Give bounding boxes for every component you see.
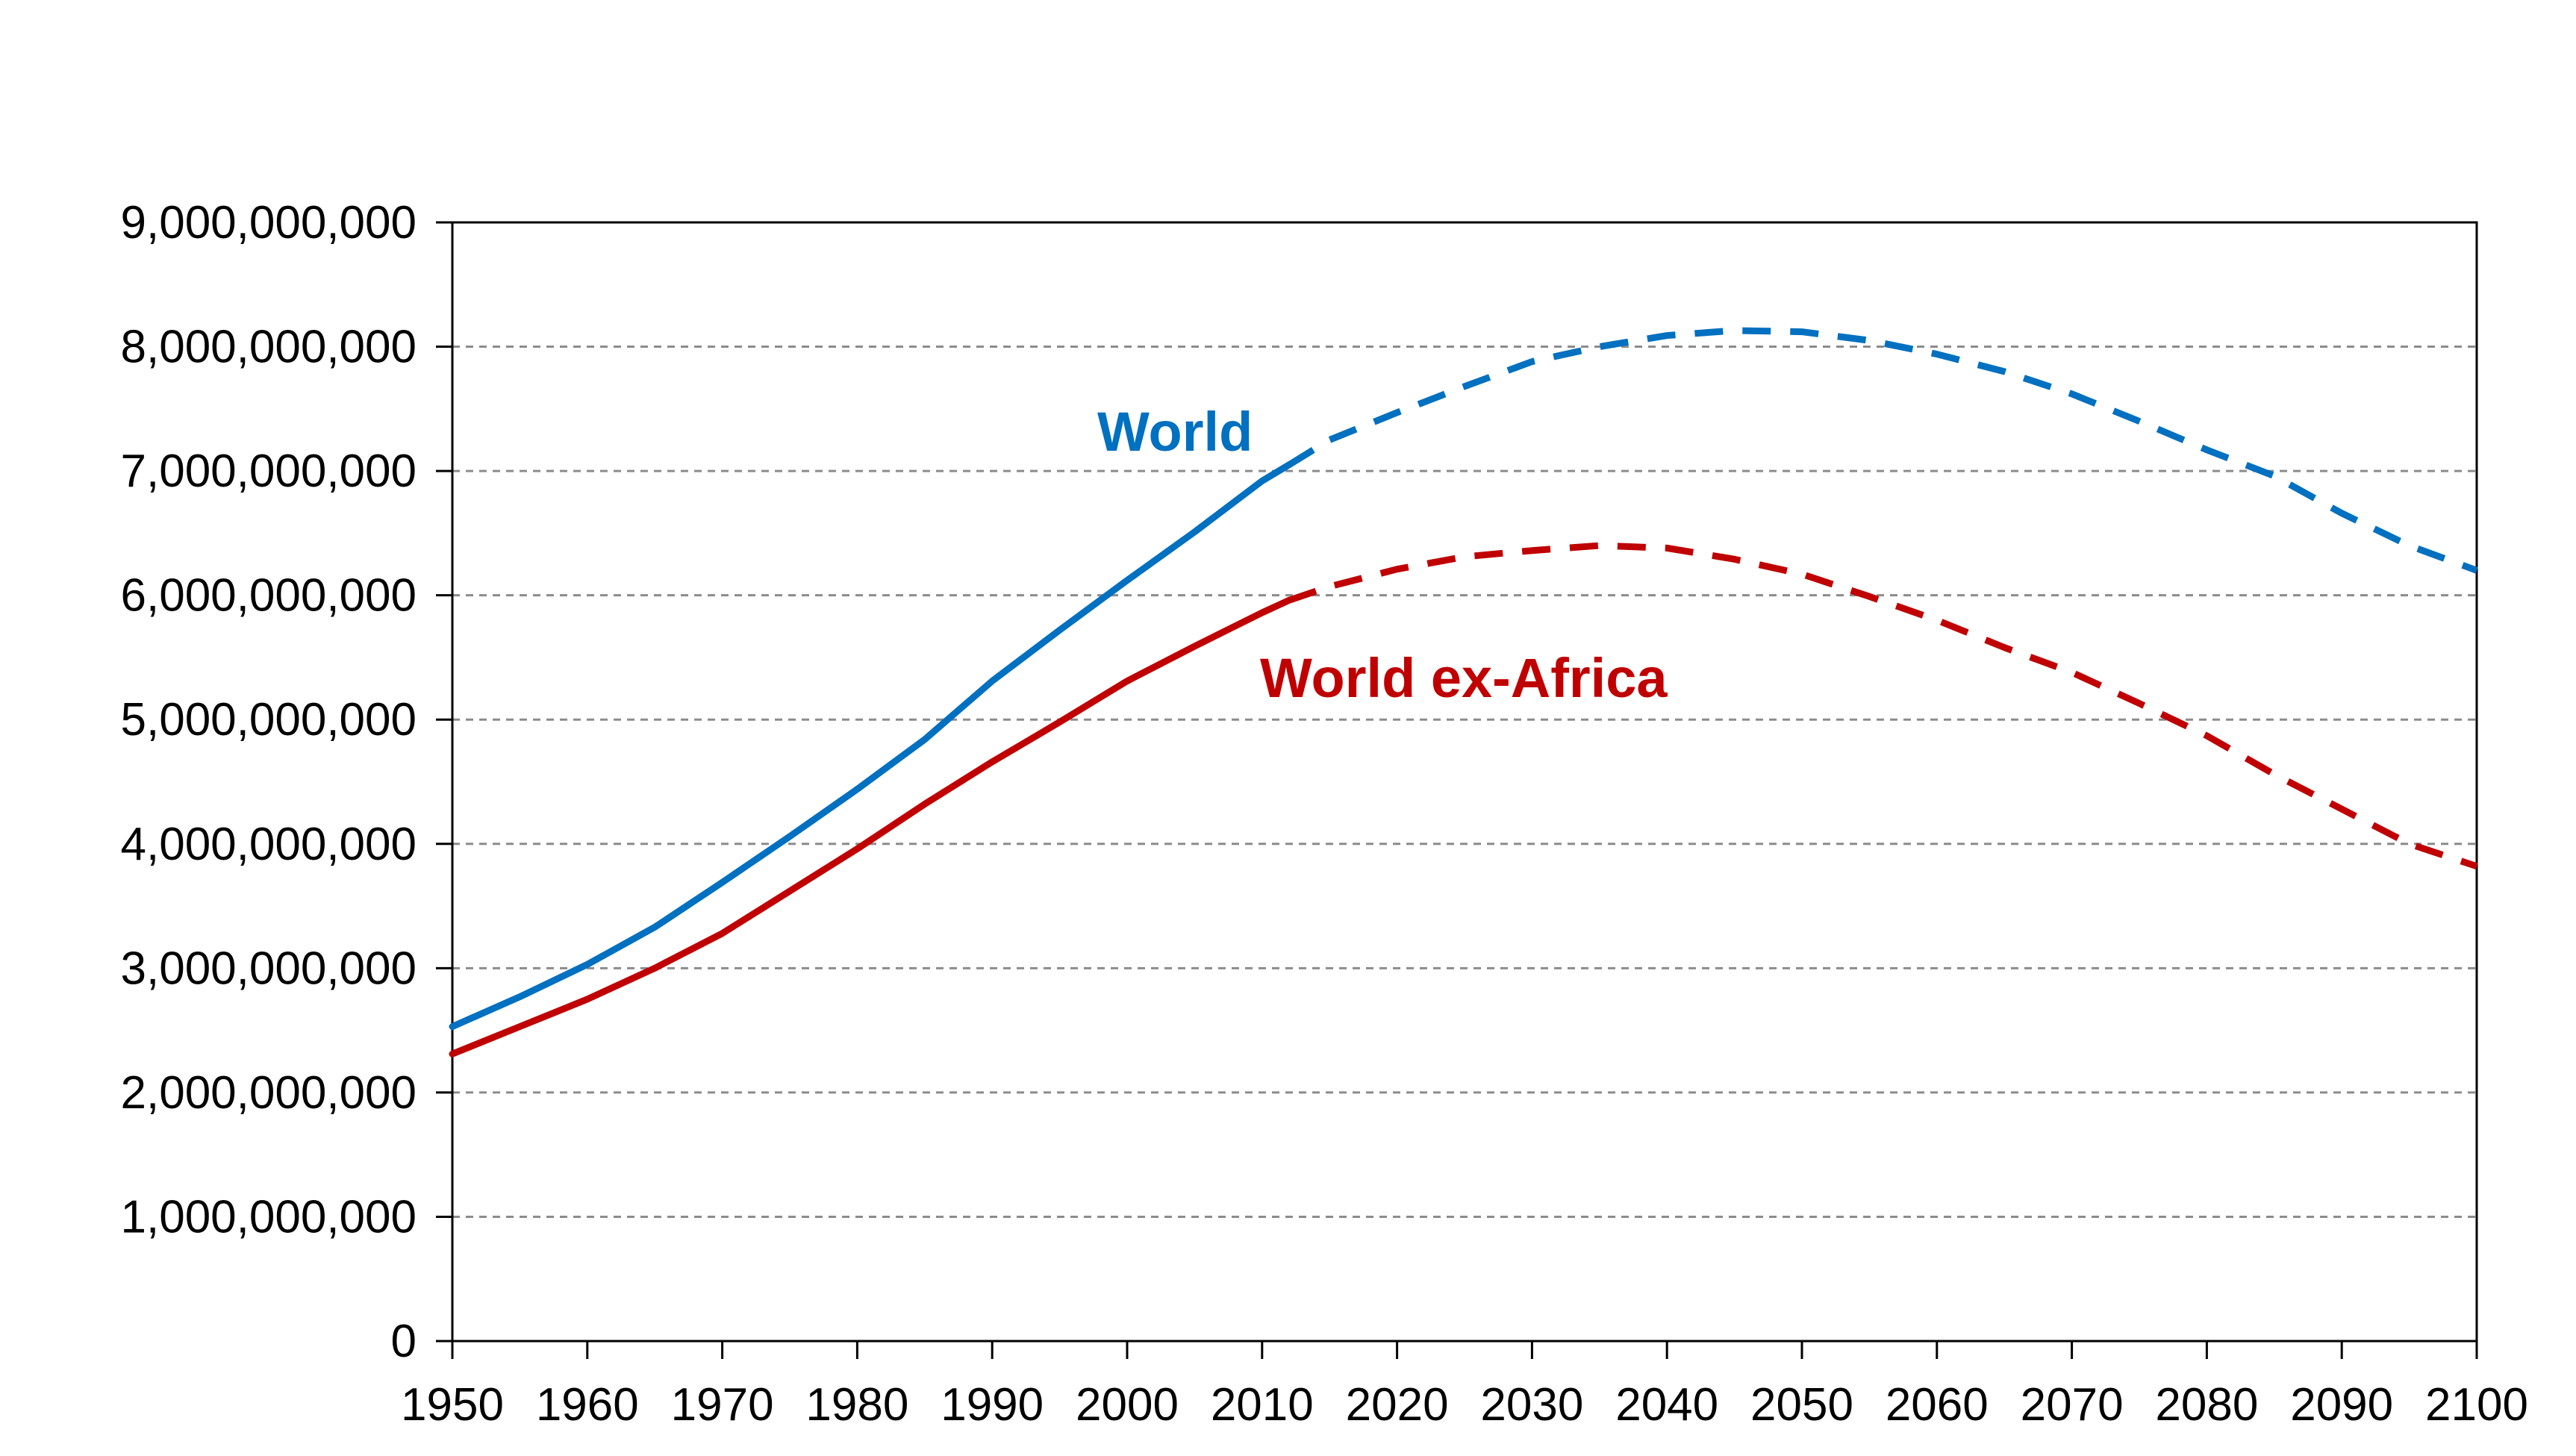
y-tick-label: 6,000,000,000 [121, 570, 417, 622]
y-tick-label: 7,000,000,000 [121, 446, 417, 497]
y-tick-label: 3,000,000,000 [121, 943, 417, 994]
y-tick-label: 0 [391, 1316, 417, 1367]
x-tick-label: 2040 [1615, 1379, 1718, 1431]
x-tick-label: 2100 [2425, 1379, 2528, 1431]
series-line-world-projected [1287, 327, 2478, 574]
series-line-world-ex-africa-projected [1288, 542, 2478, 870]
plot-border [451, 221, 2478, 1343]
x-tick-label: 2000 [1076, 1379, 1179, 1431]
y-tick-label: 9,000,000,000 [121, 197, 417, 249]
x-tick-label: 1990 [941, 1379, 1044, 1431]
y-tick-label: 5,000,000,000 [121, 694, 417, 746]
x-tick-label: 2050 [1750, 1379, 1853, 1431]
x-tick-label: 1980 [805, 1379, 908, 1431]
series-lines [449, 327, 2478, 1057]
y-tick-label: 1,000,000,000 [121, 1191, 417, 1243]
x-tick-label: 2080 [2155, 1379, 2258, 1431]
series-label-world: World [1097, 401, 1253, 463]
series-line-world-historical [449, 461, 1293, 1031]
x-tick-label: 1960 [536, 1379, 639, 1431]
x-tick-label: 2030 [1480, 1379, 1583, 1431]
axes: 0 1,000,000,000 2,000,000,000 3,000,000,000… [121, 197, 2528, 1431]
series-label-world-ex-africa: World ex-Africa [1260, 647, 1668, 709]
y-tick-label: 8,000,000,000 [121, 322, 417, 373]
labels: World World ex-Africa [1097, 401, 1668, 709]
x-tick-label: 2060 [1886, 1379, 1989, 1431]
x-tick-label: 2070 [2021, 1379, 2124, 1431]
x-tick-label: 1950 [401, 1379, 504, 1431]
x-tick-label: 2090 [2290, 1379, 2393, 1431]
y-tick-label: 2,000,000,000 [121, 1067, 417, 1119]
x-tick-label: 1970 [671, 1379, 774, 1431]
y-tick-label: 4,000,000,000 [121, 819, 417, 870]
gridlines [452, 346, 2477, 1218]
series-line-world-ex-africa-historical [449, 596, 1293, 1057]
x-tick-label: 2020 [1346, 1379, 1449, 1431]
x-tick-label: 2010 [1211, 1379, 1314, 1431]
